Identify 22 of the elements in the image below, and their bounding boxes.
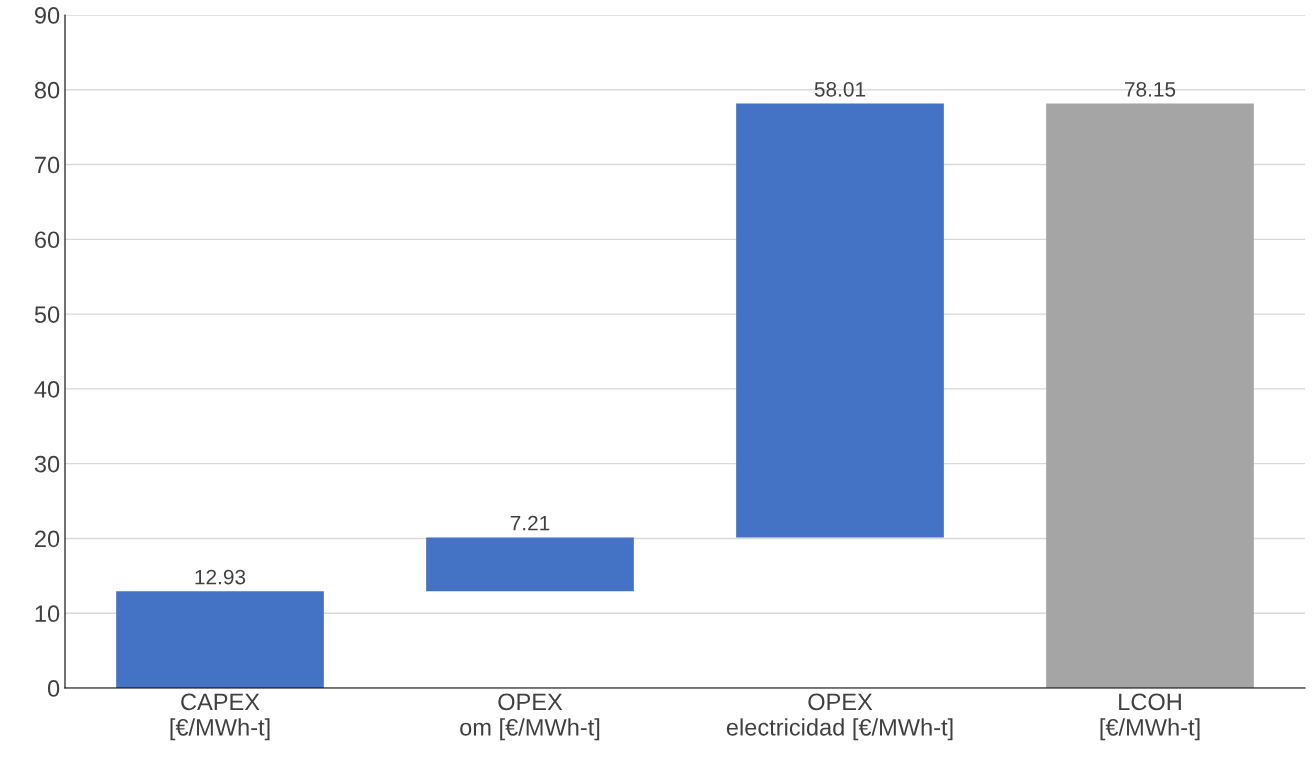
x-tick-label: OPEX electricidad [€/MWh-t] xyxy=(726,693,953,741)
bar xyxy=(1046,103,1254,688)
y-tick-label: 70 xyxy=(35,156,60,174)
data-label: 7.21 xyxy=(510,515,550,531)
y-tick-label: 10 xyxy=(35,605,60,623)
bar xyxy=(426,537,634,592)
bar xyxy=(736,103,944,538)
bar xyxy=(116,591,324,688)
data-label: 78.15 xyxy=(1125,81,1176,97)
x-tick-label: LCOH [€/MWh-t] xyxy=(1100,693,1200,741)
data-label: 12.93 xyxy=(195,569,246,585)
y-tick-label: 90 xyxy=(34,7,60,24)
x-tick-label: OPEX om [€/MWh-t] xyxy=(460,693,600,741)
y-tick-label: 40 xyxy=(34,380,60,398)
y-tick-label: 20 xyxy=(35,530,60,548)
y-tick-label: 0 xyxy=(47,680,60,697)
y-tick-label: 60 xyxy=(35,231,60,249)
y-tick-label: 80 xyxy=(34,81,60,99)
x-tick-label: CAPEX [€/MWh-t] xyxy=(170,693,270,741)
y-tick-label: 50 xyxy=(34,306,60,323)
data-label: 58.01 xyxy=(814,81,866,97)
y-tick-label: 30 xyxy=(34,455,60,473)
